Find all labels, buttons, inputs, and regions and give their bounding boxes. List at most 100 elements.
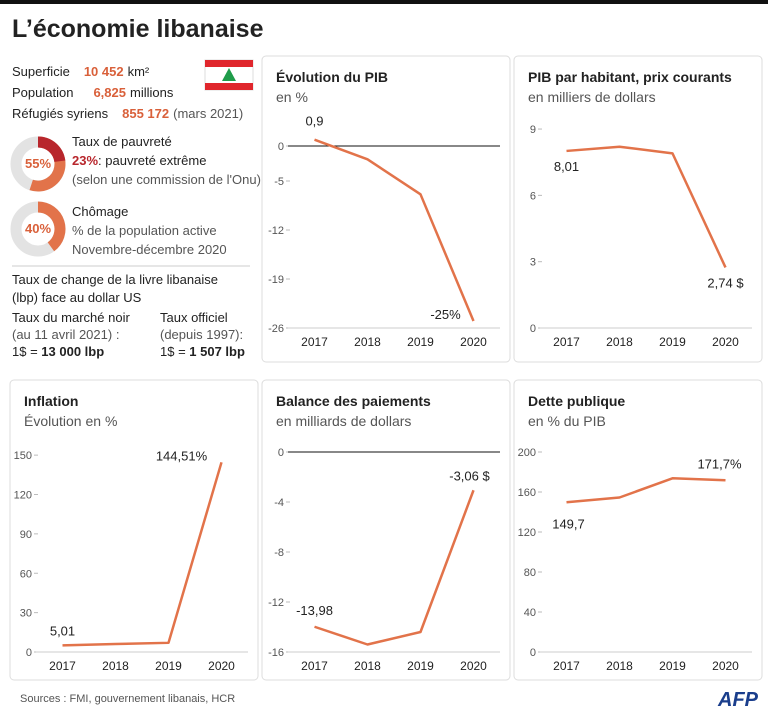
x-tick-label: 2019 (659, 335, 686, 349)
fact-unit: millions (130, 85, 174, 100)
fact-population: Population 6,825 millions (12, 85, 174, 100)
y-tick-label: 0 (26, 647, 32, 659)
poverty-note: (selon une commission de l'Onu) (72, 172, 261, 187)
y-tick-label: 120 (518, 527, 536, 539)
rate-value: 1 507 lbp (189, 344, 245, 359)
x-tick-label: 2017 (49, 659, 76, 673)
line (314, 489, 475, 646)
chart: PIB par habitant, prix courants en millie… (513, 55, 763, 363)
value-label: 8,01 (554, 159, 579, 174)
y-tick-label: -12 (268, 225, 284, 237)
x-tick-label: 2018 (354, 659, 381, 673)
chart-subtitle: en milliards de dollars (276, 413, 411, 429)
chart-title: Évolution du PIB (276, 69, 388, 85)
y-tick-label: -12 (268, 597, 284, 609)
unemployment-label: Chômage (72, 204, 128, 219)
line (566, 145, 727, 268)
donut-label: 40% (25, 221, 51, 236)
value-label: 171,7% (697, 456, 742, 471)
chart: Inflation Évolution en % 0 30 60 90 120 150 2017… (9, 379, 259, 681)
exchange-title: Taux de change de la livre libanaise (12, 272, 218, 287)
chart: Dette publique en % du PIB 0 40 80 120 160 200 2… (513, 379, 763, 681)
unemployment-note: % de la population active (72, 223, 217, 238)
chart-subtitle: en % du PIB (528, 413, 606, 429)
x-tick-label: 2017 (301, 335, 328, 349)
chart: Évolution du PIB en % 0 -5 -12 -19 -26 2017 2018… (261, 55, 511, 363)
rate-prefix: 1$ = (12, 344, 41, 359)
chart-subtitle: Évolution en % (24, 413, 117, 429)
y-tick-label: 0 (278, 141, 284, 153)
x-tick-label: 2020 (460, 335, 487, 349)
line (314, 138, 475, 322)
x-tick-label: 2020 (712, 659, 739, 673)
chart-title: Inflation (24, 393, 78, 409)
poverty-label: Taux de pauvreté (72, 134, 172, 149)
fact-label: Population (12, 85, 73, 100)
donuts (10, 136, 66, 257)
value-label: 149,7 (552, 516, 585, 531)
y-tick-label: -16 (268, 647, 284, 659)
y-tick-label: 90 (20, 529, 32, 541)
fact-value: 6,825 (93, 85, 126, 100)
y-tick-label: 60 (20, 568, 32, 580)
unemployment-period: Novembre-décembre 2020 (72, 242, 227, 257)
y-tick-label: 3 (530, 257, 536, 269)
rate-date: (depuis 1997): (160, 327, 243, 342)
value-label: 0,9 (305, 114, 323, 129)
value-label: -25% (430, 307, 461, 322)
y-tick-label: 30 (20, 608, 32, 620)
x-tick-label: 2017 (553, 659, 580, 673)
donut-label: 55% (25, 156, 51, 171)
value-label: 2,74 $ (707, 275, 744, 290)
y-tick-label: -19 (268, 274, 284, 286)
chart-subtitle: en milliers de dollars (528, 89, 656, 105)
rate: 1$ = 13 000 lbp (12, 344, 104, 359)
y-tick-label: 200 (518, 447, 536, 459)
exchange-title: (lbp) face au dollar US (12, 290, 142, 305)
x-tick-label: 2019 (407, 335, 434, 349)
value-label: 144,51% (156, 448, 208, 463)
fact-value: 855 172 (122, 106, 169, 121)
line (62, 461, 223, 647)
fact-refugees: Réfugiés syriens 855 172 (mars 2021) (12, 106, 243, 121)
y-tick-label: -26 (268, 323, 284, 335)
y-tick-label: 0 (278, 447, 284, 459)
x-tick-label: 2018 (102, 659, 129, 673)
x-tick-label: 2018 (606, 659, 633, 673)
poverty-extreme: 23%: pauvreté extrême (72, 153, 206, 168)
x-tick-label: 2020 (208, 659, 235, 673)
panel (261, 55, 511, 363)
y-tick-label: 9 (530, 124, 536, 136)
value-label: 5,01 (50, 623, 75, 638)
y-tick-label: -8 (274, 547, 284, 559)
fact-value: 10 452 (84, 64, 124, 79)
donut-arc (37, 136, 66, 163)
chart-title: Dette publique (528, 393, 625, 409)
fact-label: Réfugiés syriens (12, 106, 109, 121)
flag (204, 59, 254, 91)
fact-unit: km² (128, 64, 150, 79)
rate-label: Taux officiel (160, 310, 228, 325)
x-tick-label: 2019 (155, 659, 182, 673)
y-tick-label: 0 (530, 647, 536, 659)
rate-value: 13 000 lbp (41, 344, 104, 359)
donut-arc (37, 201, 66, 252)
y-tick-label: -5 (274, 176, 284, 188)
value-label: -13,98 (296, 603, 333, 618)
y-tick-label: 150 (14, 450, 32, 462)
extreme-label: : pauvreté extrême (98, 153, 206, 168)
x-tick-label: 2019 (659, 659, 686, 673)
x-tick-label: 2018 (354, 335, 381, 349)
extreme-value: 23% (72, 153, 98, 168)
panel (513, 55, 763, 363)
rate-date: (au 11 avril 2021) : (12, 327, 119, 342)
y-tick-label: 6 (530, 190, 536, 202)
top-bar (0, 0, 768, 4)
y-tick-label: 160 (518, 487, 536, 499)
chart-subtitle: en % (276, 89, 308, 105)
panel (261, 379, 511, 681)
x-tick-label: 2020 (712, 335, 739, 349)
value-label: -3,06 $ (449, 468, 490, 483)
chart-title: Balance des paiements (276, 393, 431, 409)
